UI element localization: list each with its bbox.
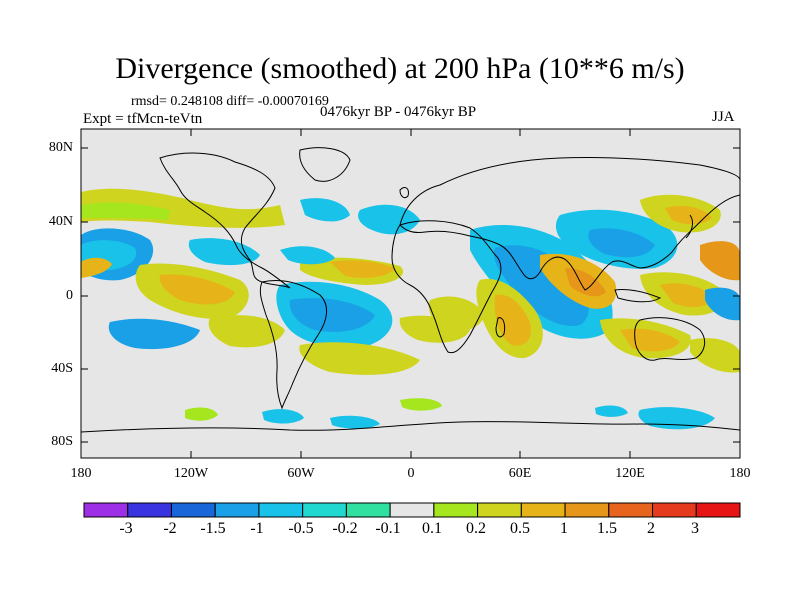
colorbar-label: -1.5 (200, 520, 226, 537)
axis-ticks (80, 129, 741, 458)
div-blob (300, 198, 350, 222)
coast-uk (399, 187, 409, 199)
colorbar-label: 3 (691, 520, 699, 537)
colorbar (83, 502, 741, 518)
div-blob (690, 338, 740, 373)
colorbar-label: -0.1 (375, 520, 401, 537)
colorbar-label: 0.5 (510, 520, 530, 537)
div-blob (280, 246, 335, 265)
div-blob (330, 415, 380, 429)
div-blob (159, 274, 235, 305)
colorbar-box (83, 502, 129, 518)
div-blob (588, 228, 655, 258)
colorbar-label: 0.2 (466, 520, 486, 537)
colorbar-box (170, 502, 216, 518)
colorbar-box (433, 502, 479, 518)
colorbar-label: 1 (560, 520, 568, 537)
colorbar-box (345, 502, 391, 518)
colorbar-label: 1.5 (597, 520, 617, 537)
div-blob (81, 202, 170, 220)
colorbar-label: -0.5 (288, 520, 314, 537)
colorbar-box (608, 502, 654, 518)
stats-text: rmsd= 0.248108 diff= -0.00070169 (131, 94, 329, 109)
lon-label: 120E (615, 466, 645, 481)
coast-north-america (159, 152, 291, 289)
div-blob (428, 296, 485, 332)
coast-africa (391, 220, 502, 354)
period-label: 0476kyr BP - 0476kyr BP (320, 104, 477, 120)
colorbar-box (258, 502, 304, 518)
colorbar-box (477, 502, 522, 518)
div-blob (705, 287, 740, 321)
plot-title: Divergence (smoothed) at 200 hPa (10**6 … (115, 52, 685, 85)
colorbar-label: -2 (163, 520, 177, 537)
colorbar-box (302, 502, 347, 518)
colorbar-label: -3 (119, 520, 133, 537)
colorbar-box (127, 502, 172, 518)
lon-label: 180 (729, 466, 751, 481)
div-blob (400, 398, 442, 411)
colorbar-box (564, 502, 610, 518)
lat-label: 0 (66, 288, 73, 303)
div-blob (81, 257, 112, 278)
experiment-label: Expt = tfMcn-teVtn (83, 111, 203, 127)
colorbar-box (652, 502, 697, 518)
lat-label: 80S (51, 434, 73, 449)
div-blob (330, 260, 395, 278)
coast-japan (685, 214, 694, 239)
coast-indonesia (614, 289, 662, 303)
lon-label: 60W (287, 466, 315, 481)
colorbar-label: -0.2 (332, 520, 358, 537)
div-blob (262, 409, 304, 424)
div-blob (565, 268, 606, 297)
colorbar-label: 2 (647, 520, 655, 537)
divergence-field (81, 188, 740, 430)
colorbar-box (214, 502, 260, 518)
lat-label: 80N (48, 140, 73, 155)
lon-label: 180 (70, 466, 92, 481)
div-blob (665, 206, 712, 225)
lat-label: 40N (48, 214, 73, 229)
colorbar-label: 0.1 (422, 520, 442, 537)
colorbar-box (389, 502, 435, 518)
div-blob (289, 298, 375, 332)
coast-madagascar (495, 317, 506, 338)
lon-label: 120W (173, 466, 209, 481)
colorbar-label: -1 (250, 520, 264, 537)
div-blob (108, 318, 200, 350)
lon-label: 0 (407, 466, 415, 481)
colorbar-box (520, 502, 566, 518)
div-blob (185, 407, 218, 421)
coast-greenland (299, 147, 351, 182)
coast-australia (634, 317, 706, 361)
lat-label: 40S (51, 361, 73, 376)
colorbar-box (695, 502, 741, 518)
coastlines (81, 147, 740, 433)
div-blob (595, 405, 628, 417)
lon-label: 60E (508, 466, 532, 481)
div-blob (660, 283, 715, 308)
coast-south-america (259, 280, 327, 410)
season-label: JJA (712, 109, 735, 125)
coast-eurasia (399, 156, 740, 291)
div-blob (700, 241, 740, 281)
div-blob (299, 342, 420, 375)
div-blob (208, 315, 285, 348)
coast-antarctica (81, 421, 740, 433)
